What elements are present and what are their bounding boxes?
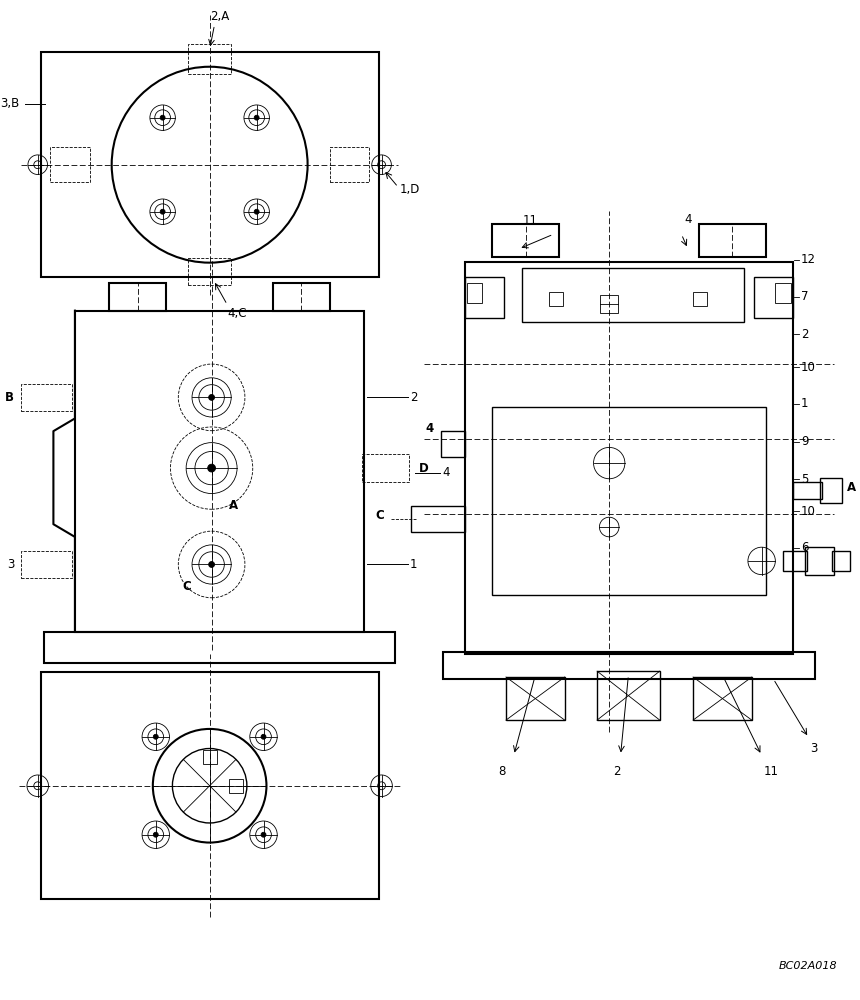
Bar xyxy=(441,431,464,457)
Bar xyxy=(805,547,834,575)
Text: 7: 7 xyxy=(801,290,808,303)
Text: A: A xyxy=(847,481,856,494)
Bar xyxy=(273,283,329,311)
Text: A: A xyxy=(230,499,238,512)
Bar xyxy=(75,311,364,632)
Text: C: C xyxy=(182,580,192,593)
Bar xyxy=(600,295,618,313)
Circle shape xyxy=(160,115,165,120)
Circle shape xyxy=(255,209,259,214)
Text: BC02A018: BC02A018 xyxy=(778,961,837,971)
Bar xyxy=(22,551,72,578)
Bar xyxy=(188,258,231,285)
Text: B: B xyxy=(5,391,15,404)
Bar xyxy=(188,44,231,74)
Bar xyxy=(506,677,565,720)
Bar xyxy=(443,652,814,679)
Bar xyxy=(467,283,482,303)
Circle shape xyxy=(209,394,214,400)
Text: 8: 8 xyxy=(498,765,506,778)
Circle shape xyxy=(160,209,165,214)
Text: 6: 6 xyxy=(801,541,808,554)
Text: 1: 1 xyxy=(801,397,808,410)
Bar xyxy=(22,384,72,411)
Text: 5: 5 xyxy=(801,473,808,486)
Bar xyxy=(776,283,791,303)
Bar xyxy=(492,224,559,257)
Bar xyxy=(783,551,807,571)
Text: 11: 11 xyxy=(764,765,779,778)
Text: 4: 4 xyxy=(685,213,691,226)
Text: 4: 4 xyxy=(442,466,450,479)
Bar xyxy=(411,506,464,532)
Bar xyxy=(832,551,850,571)
Text: 3: 3 xyxy=(811,742,818,755)
Bar xyxy=(549,292,562,306)
Bar xyxy=(40,52,378,277)
Circle shape xyxy=(207,464,216,472)
Text: 3: 3 xyxy=(7,558,15,571)
Circle shape xyxy=(209,562,214,567)
Bar xyxy=(203,750,217,764)
Text: 3,B: 3,B xyxy=(0,97,19,110)
Bar xyxy=(464,277,504,318)
Bar xyxy=(44,632,396,663)
Text: C: C xyxy=(376,509,384,522)
Text: 4: 4 xyxy=(425,422,433,435)
Text: 11: 11 xyxy=(523,214,538,227)
Text: 2,A: 2,A xyxy=(210,10,229,23)
Circle shape xyxy=(261,734,266,739)
Bar xyxy=(329,147,369,182)
Text: 1,D: 1,D xyxy=(400,183,421,196)
Text: 2: 2 xyxy=(410,391,417,404)
Bar xyxy=(362,454,409,482)
Circle shape xyxy=(153,734,158,739)
Text: 12: 12 xyxy=(801,253,816,266)
Bar xyxy=(492,407,765,595)
Bar xyxy=(522,268,744,322)
Bar xyxy=(793,482,822,499)
Bar xyxy=(699,224,765,257)
Bar xyxy=(230,779,243,793)
Bar xyxy=(597,671,660,720)
Text: 4,C: 4,C xyxy=(227,307,247,320)
Bar xyxy=(693,292,707,306)
Circle shape xyxy=(153,832,158,837)
Text: D: D xyxy=(419,462,428,475)
Text: 9: 9 xyxy=(801,435,808,448)
Circle shape xyxy=(255,115,259,120)
Bar xyxy=(693,677,752,720)
Text: 10: 10 xyxy=(801,361,815,374)
Bar xyxy=(820,478,842,503)
Bar xyxy=(464,262,793,654)
Bar xyxy=(109,283,166,311)
Text: 1: 1 xyxy=(410,558,417,571)
Bar xyxy=(51,147,89,182)
Bar xyxy=(754,277,793,318)
Circle shape xyxy=(261,832,266,837)
Text: 10: 10 xyxy=(801,505,815,518)
Bar xyxy=(40,672,378,899)
Text: 2: 2 xyxy=(801,328,808,341)
Text: 2: 2 xyxy=(613,765,620,778)
